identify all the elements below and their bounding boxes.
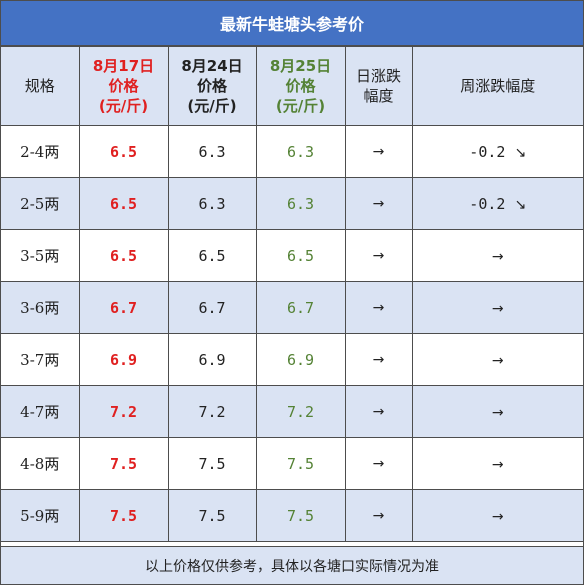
cell-aug25: 6.7	[255, 281, 346, 334]
table-row: 4-8两 7.5 7.5 7.5 → →	[1, 437, 583, 490]
weekly-arrow-icon: →	[491, 300, 504, 317]
cell-aug17: 7.2	[78, 385, 169, 438]
cell-aug24: 7.5	[167, 489, 257, 542]
cell-aug25: 6.5	[255, 229, 346, 282]
cell-aug17: 6.5	[78, 177, 169, 230]
daily-arrow-icon: →	[344, 333, 413, 386]
table-row: 3-6两 6.7 6.7 6.7 → →	[1, 281, 583, 334]
header-daily: 日涨跌 幅度	[344, 46, 413, 126]
daily-arrow-icon: →	[344, 437, 413, 490]
header-spec: 规格	[1, 46, 80, 126]
cell-spec: 4-8两	[1, 437, 80, 490]
cell-aug17: 6.7	[78, 281, 169, 334]
cell-aug25: 6.3	[255, 177, 346, 230]
header-daily-line1: 日涨跌	[355, 67, 401, 85]
header-weekly: 周涨跌幅度	[411, 46, 583, 126]
header-aug25-label: 价格	[285, 77, 316, 95]
cell-aug25: 7.2	[255, 385, 346, 438]
table-row: 2-4两 6.5 6.3 6.3 → -0.2 ↘	[1, 125, 583, 178]
cell-weekly: -0.2 ↘	[411, 125, 583, 178]
cell-weekly: →	[411, 385, 583, 438]
header-aug25-date: 8月25日	[269, 57, 332, 75]
table-row: 2-5两 6.5 6.3 6.3 → -0.2 ↘	[1, 177, 583, 230]
cell-aug17: 7.5	[78, 437, 169, 490]
header-daily-line2: 幅度	[363, 87, 394, 105]
weekly-change-value: -0.2	[469, 194, 506, 213]
header-aug24-date: 8月24日	[181, 57, 243, 75]
header-aug17: 8月17日 价格 (元/斤)	[78, 46, 169, 126]
daily-arrow-icon: →	[344, 177, 413, 230]
header-aug24: 8月24日 价格 (元/斤)	[167, 46, 257, 126]
cell-aug17: 6.5	[78, 229, 169, 282]
table-row: 3-5两 6.5 6.5 6.5 → →	[1, 229, 583, 282]
header-aug25: 8月25日 价格 (元/斤)	[255, 46, 346, 126]
cell-spec: 5-9两	[1, 489, 80, 542]
footer-note: 以上价格仅供参考，具体以各塘口实际情况为准	[1, 546, 583, 584]
weekly-arrow-icon: ↘	[514, 196, 527, 213]
daily-arrow-icon: →	[344, 385, 413, 438]
weekly-arrow-icon: →	[491, 508, 504, 525]
cell-spec: 3-7两	[1, 333, 80, 386]
cell-aug25: 6.9	[255, 333, 346, 386]
daily-arrow-icon: →	[344, 281, 413, 334]
table-title: 最新牛蛙塘头参考价	[1, 1, 583, 46]
cell-aug24: 6.9	[167, 333, 257, 386]
cell-weekly: →	[411, 437, 583, 490]
cell-aug24: 7.5	[167, 437, 257, 490]
header-aug17-label: 价格	[108, 77, 139, 95]
cell-aug17: 6.9	[78, 333, 169, 386]
cell-weekly: →	[411, 281, 583, 334]
cell-aug24: 6.5	[167, 229, 257, 282]
cell-spec: 2-5两	[1, 177, 80, 230]
cell-aug24: 6.3	[167, 177, 257, 230]
weekly-arrow-icon: ↘	[514, 144, 527, 161]
cell-aug25: 6.3	[255, 125, 346, 178]
table-row: 4-7两 7.2 7.2 7.2 → →	[1, 385, 583, 438]
daily-arrow-icon: →	[344, 229, 413, 282]
cell-aug25: 7.5	[255, 437, 346, 490]
table-row: 5-9两 7.5 7.5 7.5 → →	[1, 489, 583, 542]
daily-arrow-icon: →	[344, 125, 413, 178]
header-row: 规格 8月17日 价格 (元/斤) 8月24日 价格 (元/斤) 8月25日 价…	[1, 46, 583, 126]
cell-aug17: 6.5	[78, 125, 169, 178]
weekly-arrow-icon: →	[491, 456, 504, 473]
header-aug24-unit: (元/斤)	[187, 97, 237, 115]
cell-weekly: -0.2 ↘	[411, 177, 583, 230]
weekly-arrow-icon: →	[491, 352, 504, 369]
cell-weekly: →	[411, 229, 583, 282]
header-aug25-unit: (元/斤)	[275, 97, 326, 115]
header-aug24-label: 价格	[196, 77, 227, 95]
cell-aug24: 7.2	[167, 385, 257, 438]
cell-spec: 3-5两	[1, 229, 80, 282]
cell-spec: 4-7两	[1, 385, 80, 438]
price-table: 规格 8月17日 价格 (元/斤) 8月24日 价格 (元/斤) 8月25日 价…	[1, 46, 583, 542]
cell-spec: 2-4两	[1, 125, 80, 178]
cell-aug24: 6.7	[167, 281, 257, 334]
cell-weekly: →	[411, 489, 583, 542]
weekly-arrow-icon: →	[491, 404, 504, 421]
cell-spec: 3-6两	[1, 281, 80, 334]
daily-arrow-icon: →	[344, 489, 413, 542]
weekly-arrow-icon: →	[491, 248, 504, 265]
header-aug17-unit: (元/斤)	[98, 97, 149, 115]
table-row: 3-7两 6.9 6.9 6.9 → →	[1, 333, 583, 386]
cell-aug24: 6.3	[167, 125, 257, 178]
weekly-change-value: -0.2	[469, 142, 506, 161]
cell-weekly: →	[411, 333, 583, 386]
cell-aug25: 7.5	[255, 489, 346, 542]
header-aug17-date: 8月17日	[92, 57, 155, 75]
cell-aug17: 7.5	[78, 489, 169, 542]
